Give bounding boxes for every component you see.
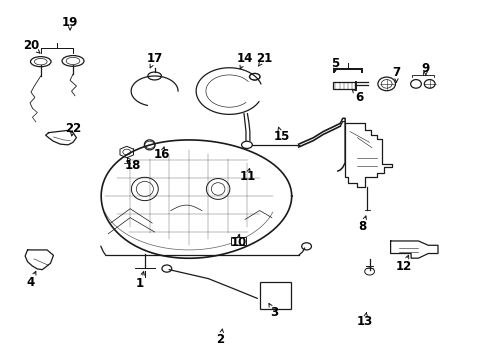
Text: 3: 3 [270, 306, 278, 319]
Polygon shape [345, 123, 392, 187]
Text: 15: 15 [273, 130, 290, 144]
Text: 6: 6 [356, 91, 364, 104]
Text: 13: 13 [357, 315, 373, 328]
Text: 17: 17 [147, 51, 163, 64]
Polygon shape [25, 250, 53, 270]
Text: 1: 1 [136, 278, 144, 291]
Text: 5: 5 [331, 57, 340, 70]
Text: 22: 22 [65, 122, 81, 135]
Polygon shape [46, 131, 76, 145]
Bar [231, 237, 246, 244]
Bar [260, 282, 292, 309]
Text: 4: 4 [27, 276, 35, 289]
Text: 12: 12 [395, 260, 412, 273]
Text: 11: 11 [239, 170, 256, 183]
Text: 18: 18 [124, 159, 141, 172]
Polygon shape [391, 241, 438, 258]
Text: 20: 20 [23, 39, 39, 52]
Text: 14: 14 [237, 51, 253, 64]
Text: 8: 8 [358, 220, 367, 233]
Text: 10: 10 [230, 236, 247, 249]
Text: 21: 21 [256, 51, 272, 64]
Text: 9: 9 [422, 62, 430, 75]
Text: 16: 16 [154, 148, 170, 161]
Text: 19: 19 [62, 16, 78, 29]
Text: 2: 2 [217, 333, 224, 346]
Bar [333, 82, 355, 89]
Text: 7: 7 [392, 66, 400, 79]
